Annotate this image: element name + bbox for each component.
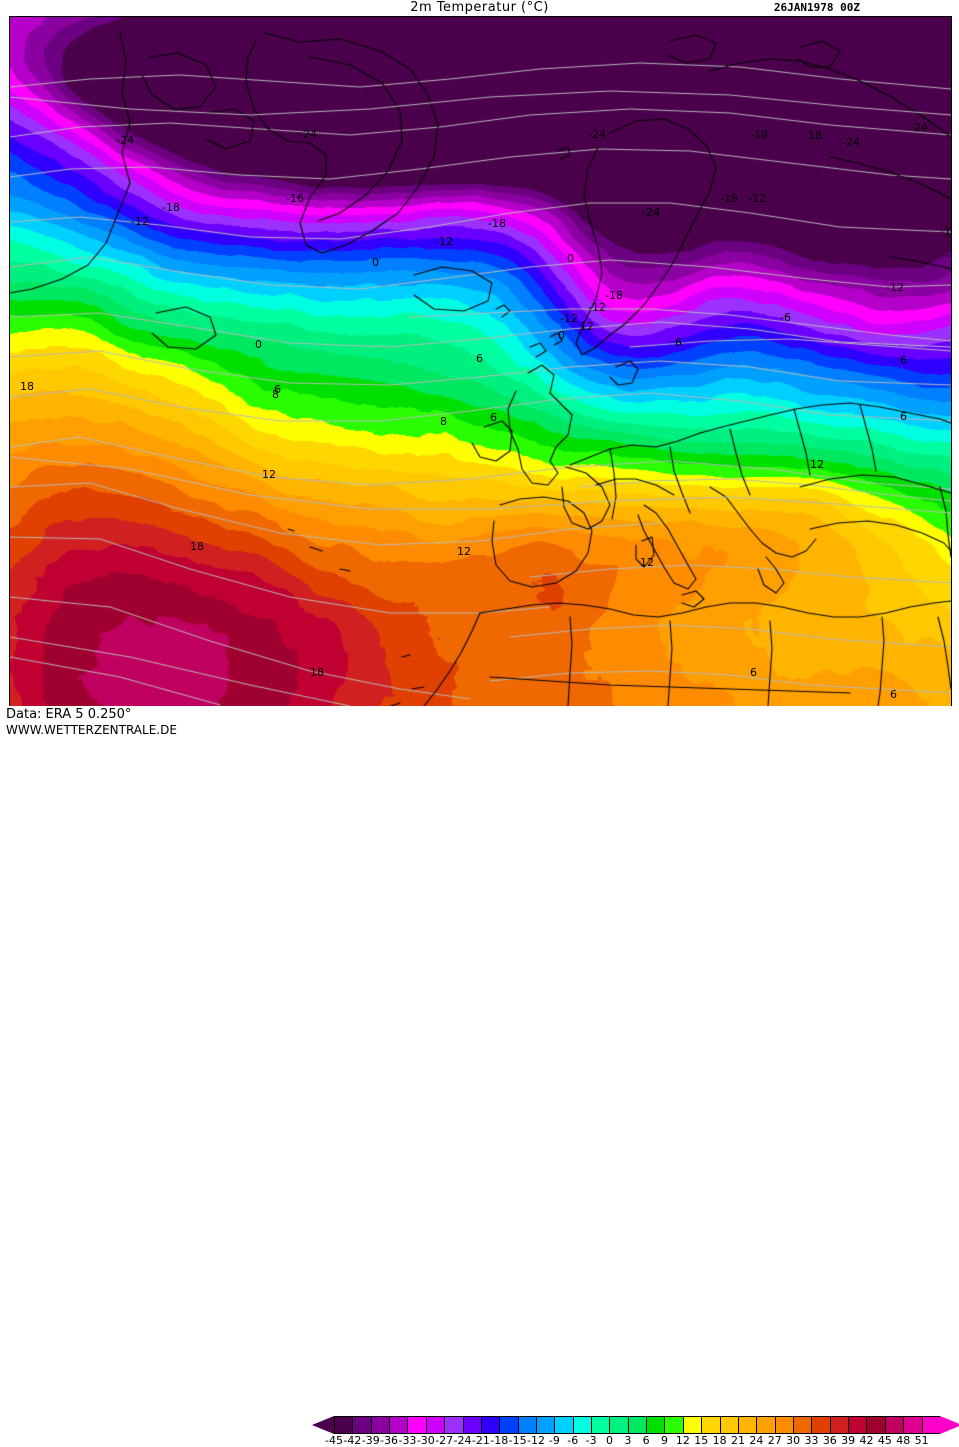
contour-label: 0: [558, 329, 565, 342]
page-title: 2m Temperatur (°C): [410, 0, 549, 15]
contour-label: 12: [640, 556, 654, 569]
colorbar-swatch: [682, 1416, 702, 1434]
colorbar-swatch: [499, 1416, 518, 1434]
contour-label: 6: [675, 336, 682, 349]
contour-label: -18: [605, 289, 623, 302]
contour-label: -18: [804, 129, 822, 142]
contour-label: 12: [262, 468, 276, 481]
contour-label: 8: [272, 388, 279, 401]
credit-block: Data: ERA 5 0.250° WWW.WETTERZENTRALE.DE: [6, 707, 177, 738]
colorbar-swatch: [792, 1416, 812, 1434]
contour-label: -18: [488, 217, 506, 230]
map-footer: Data: ERA 5 0.250° WWW.WETTERZENTRALE.DE…: [0, 706, 959, 1447]
contour-label: 6: [900, 354, 907, 367]
colorbar-swatch: [719, 1416, 738, 1434]
colorbar-swatch: [535, 1416, 555, 1434]
colorbar-swatch: [425, 1416, 445, 1434]
contour-label: 18: [190, 540, 204, 553]
contour-label: 0: [255, 338, 262, 351]
colorbar-swatch: [334, 1416, 353, 1434]
contour-label: 6: [900, 410, 907, 423]
run-date-label: 26JAN1978 00Z: [773, 1, 860, 14]
contour-label: -12: [940, 225, 951, 238]
contour-label: -24: [588, 128, 606, 141]
contour-label: 0: [372, 256, 379, 269]
colorbar-swatch: [774, 1416, 793, 1434]
colorbar-swatch: [829, 1416, 849, 1434]
contour-label: -18: [720, 192, 738, 205]
colorbar-swatch: [737, 1416, 757, 1434]
colorbar-tick-labels: -45 -42 -39 -36 -33 -30 -27 -24 -21 -18 -15 -12 -9 -6…: [300, 1435, 959, 1447]
data-source-label: Data: ERA 5 0.250°: [6, 707, 132, 722]
contour-label: 12: [580, 320, 594, 333]
contour-label: -12: [886, 281, 904, 294]
colorbar-swatch: [407, 1416, 426, 1434]
temperature-map[interactable]: -24 -24 -18 -12 -16 -12 -18 -24 -24 -18 -18 -24 -18-…: [9, 16, 952, 707]
contour-label: -12: [748, 192, 766, 205]
colorbar-swatch: [591, 1416, 610, 1434]
colorbar-swatch: [352, 1416, 371, 1434]
colorbar-swatch: [517, 1416, 536, 1434]
contour-label: -18: [750, 128, 768, 141]
contour-label: -12: [560, 312, 578, 325]
contour-label: -24: [910, 121, 928, 134]
colorbar-overflow-arrow: [939, 1416, 959, 1434]
contour-label: -16: [286, 192, 304, 205]
colorbar-swatch: [903, 1416, 922, 1434]
contour-label: -24: [642, 206, 660, 219]
contour-label: -6: [780, 311, 791, 324]
contour-label: 6: [490, 411, 497, 424]
colorbar-swatch: [646, 1416, 665, 1434]
colorbar: -45 -42 -39 -36 -33 -30 -27 -24 -21 -18 -15 -12 -9 -6…: [300, 1414, 959, 1447]
map-header: 2m Temperatur (°C) 26JAN1978 00Z: [0, 0, 959, 16]
colorbar-swatches: [300, 1416, 959, 1434]
contour-label: 0: [567, 252, 574, 265]
contour-label: 6: [750, 666, 757, 679]
contour-label: -6: [946, 249, 951, 262]
colorbar-swatch: [370, 1416, 390, 1434]
contour-label: 6: [476, 352, 483, 365]
contour-label: 12: [457, 545, 471, 558]
contour-label: 8: [440, 415, 447, 428]
colorbar-underflow-arrow: [312, 1416, 334, 1434]
colorbar-swatch: [627, 1416, 647, 1434]
contour-label: -24: [116, 134, 134, 147]
colorbar-swatch: [811, 1416, 830, 1434]
contour-label: -24: [842, 136, 860, 149]
colorbar-swatch: [444, 1416, 463, 1434]
contour-label: -12: [131, 215, 149, 228]
colorbar-swatch: [848, 1416, 867, 1434]
contour-label: 18: [310, 666, 324, 679]
contour-label: 18: [20, 380, 34, 393]
colorbar-swatch: [701, 1416, 720, 1434]
colorbar-swatch: [921, 1416, 940, 1434]
colorbar-swatch: [389, 1416, 408, 1434]
contour-label: 6: [890, 688, 897, 701]
colorbar-swatch: [664, 1416, 683, 1434]
contour-label: -12: [435, 235, 453, 248]
website-label: WWW.WETTERZENTRALE.DE: [6, 723, 177, 737]
colorbar-swatch: [572, 1416, 592, 1434]
contour-label: 6: [274, 383, 281, 396]
colorbar-swatch: [884, 1416, 904, 1434]
contour-label: -24: [299, 128, 317, 141]
contour-label: -12: [588, 301, 606, 314]
coastline-overlay-canvas: [10, 17, 951, 706]
colorbar-swatch: [462, 1416, 481, 1434]
colorbar-swatch: [756, 1416, 775, 1434]
colorbar-swatch: [480, 1416, 500, 1434]
contour-label: -18: [162, 201, 180, 214]
colorbar-swatch: [866, 1416, 885, 1434]
contour-label: 12: [810, 458, 824, 471]
colorbar-tick: 51: [914, 1434, 929, 1447]
colorbar-swatch: [609, 1416, 628, 1434]
colorbar-swatch: [554, 1416, 573, 1434]
